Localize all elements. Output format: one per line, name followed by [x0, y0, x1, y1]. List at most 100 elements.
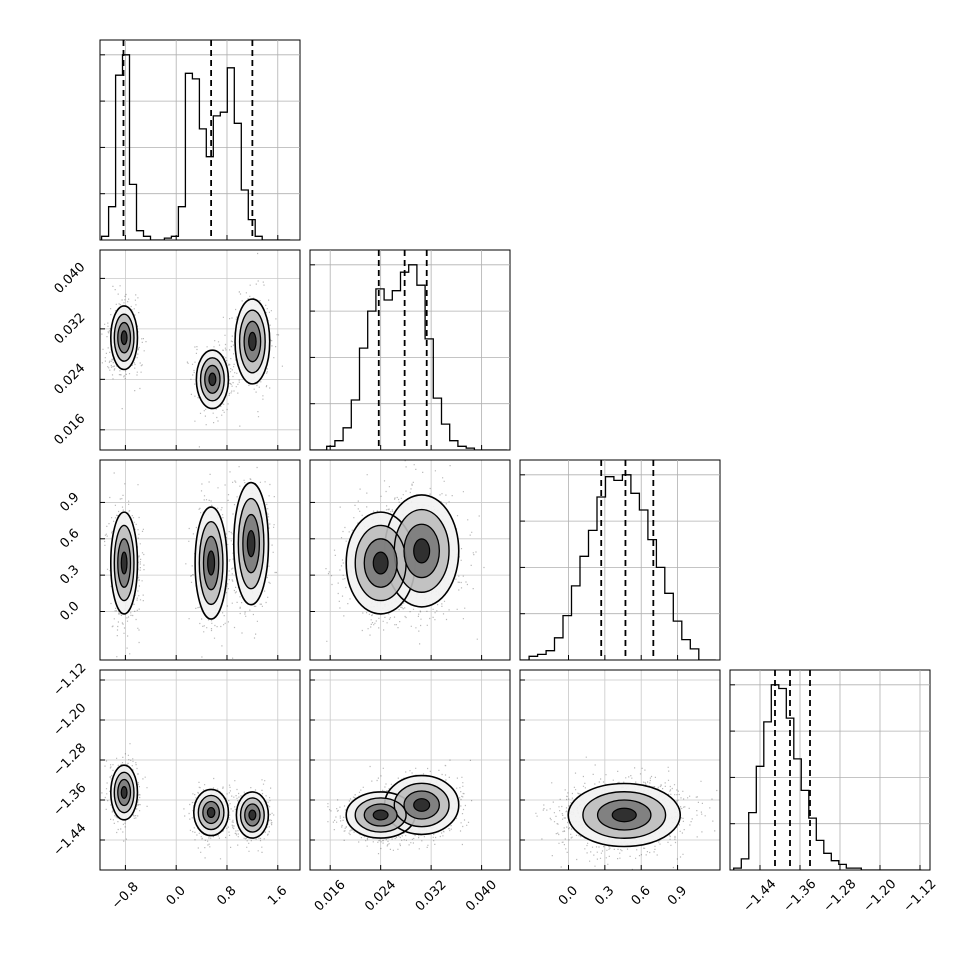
contour-line: [582, 791, 667, 839]
density-fill: [121, 330, 127, 345]
contour-line: [248, 809, 257, 821]
hist-bar: [100, 54, 291, 240]
scatter-points: [104, 466, 277, 659]
contour-line: [192, 788, 230, 837]
contour-line: [235, 791, 270, 839]
panel-frame: [309, 669, 511, 871]
scatter-points: [325, 460, 485, 645]
contour-line: [206, 806, 216, 819]
x-tick-label: −0.8: [109, 880, 142, 913]
density-content: [100, 460, 300, 660]
density-panel-4-2: [309, 669, 511, 871]
y-tick-label: 0.0: [57, 599, 82, 624]
density-panel-4-1: [99, 669, 301, 871]
contour-line: [208, 372, 217, 387]
density-panel-3-2: [309, 459, 511, 661]
x-tick-label: 0.9: [665, 883, 690, 908]
contour-line: [120, 551, 128, 575]
contour-line: [234, 298, 271, 385]
contour-line: [372, 551, 389, 575]
hist-panel-4: [729, 669, 931, 871]
x-tick-label: 0.0: [164, 883, 189, 908]
contour-line: [237, 497, 265, 590]
y-tick-label: 0.3: [57, 563, 82, 588]
density-panel-2-1: [99, 249, 301, 451]
y-tick-label: 0.6: [57, 526, 82, 551]
hist-bar: [733, 684, 922, 870]
contour-line: [246, 529, 256, 558]
contour-line: [611, 807, 637, 823]
density-fill: [413, 798, 430, 812]
contour-line: [199, 357, 225, 402]
density-fill: [373, 810, 389, 820]
contour-line: [109, 764, 139, 821]
x-tick-label: 0.0: [556, 883, 581, 908]
density-panel-3-1: [99, 459, 301, 661]
contour-line: [363, 538, 398, 588]
contour-line: [207, 550, 216, 576]
contour-line: [195, 349, 230, 410]
hist-frame: [519, 459, 721, 661]
x-tick-label: 0.024: [362, 878, 399, 915]
contour-line: [567, 782, 682, 848]
hist-bar: [520, 474, 716, 660]
contour-line: [363, 803, 398, 827]
x-tick-label: −1.28: [821, 877, 860, 916]
density-fill: [413, 538, 430, 563]
hist-frame: [729, 669, 931, 871]
x-tick-label: −1.12: [901, 877, 940, 916]
x-tick-label: −1.36: [781, 877, 820, 916]
x-tick-label: 0.6: [629, 883, 654, 908]
x-tick-label: −1.44: [741, 877, 780, 916]
density-fill: [208, 373, 216, 386]
density-content: [310, 460, 510, 660]
contour-line: [113, 524, 135, 602]
contour-line: [117, 321, 132, 354]
contour-line: [198, 520, 224, 606]
x-tick-label: 0.032: [413, 878, 450, 915]
density-fill: [247, 530, 255, 557]
contour-line: [239, 797, 265, 833]
contour-line: [413, 538, 431, 564]
x-tick-label: −1.20: [861, 877, 900, 916]
contour-line: [113, 771, 135, 814]
density-fill: [207, 807, 215, 818]
density-content: [310, 670, 510, 870]
density-content: [520, 670, 720, 870]
density-panel-4-3: [519, 669, 721, 871]
hist-frame: [309, 249, 511, 451]
x-tick-label: 0.3: [592, 883, 617, 908]
contour-line: [120, 786, 128, 799]
contour-line: [243, 320, 262, 363]
density-content: [100, 670, 300, 870]
y-tick-label: −1.20: [51, 701, 90, 740]
panel-frame: [99, 669, 301, 871]
y-tick-label: 0.9: [57, 490, 82, 515]
panel-frame: [99, 249, 301, 451]
panel-frame: [309, 459, 511, 661]
y-tick-label: 0.016: [52, 411, 89, 448]
hist-panel-2: [309, 249, 511, 451]
density-content: [100, 250, 300, 450]
contour-line: [413, 798, 431, 812]
contour-line: [117, 778, 132, 807]
density-fill: [612, 808, 637, 822]
density-fill: [121, 552, 127, 574]
contour-line: [117, 538, 132, 588]
y-tick-label: −1.28: [51, 741, 90, 780]
y-tick-label: 0.024: [52, 361, 89, 398]
x-tick-label: 0.016: [312, 878, 349, 915]
density-fill: [248, 332, 257, 351]
contour-line: [109, 305, 139, 371]
contour-line: [232, 481, 270, 606]
contour-line: [202, 800, 221, 825]
y-tick-label: −1.36: [51, 781, 90, 820]
hist-frame: [99, 39, 301, 241]
contour-line: [202, 535, 220, 591]
contour-line: [248, 331, 257, 352]
contour-line: [204, 364, 221, 394]
contour-line: [244, 803, 261, 827]
y-tick-label: 0.040: [52, 260, 89, 297]
contour-line: [194, 506, 228, 620]
